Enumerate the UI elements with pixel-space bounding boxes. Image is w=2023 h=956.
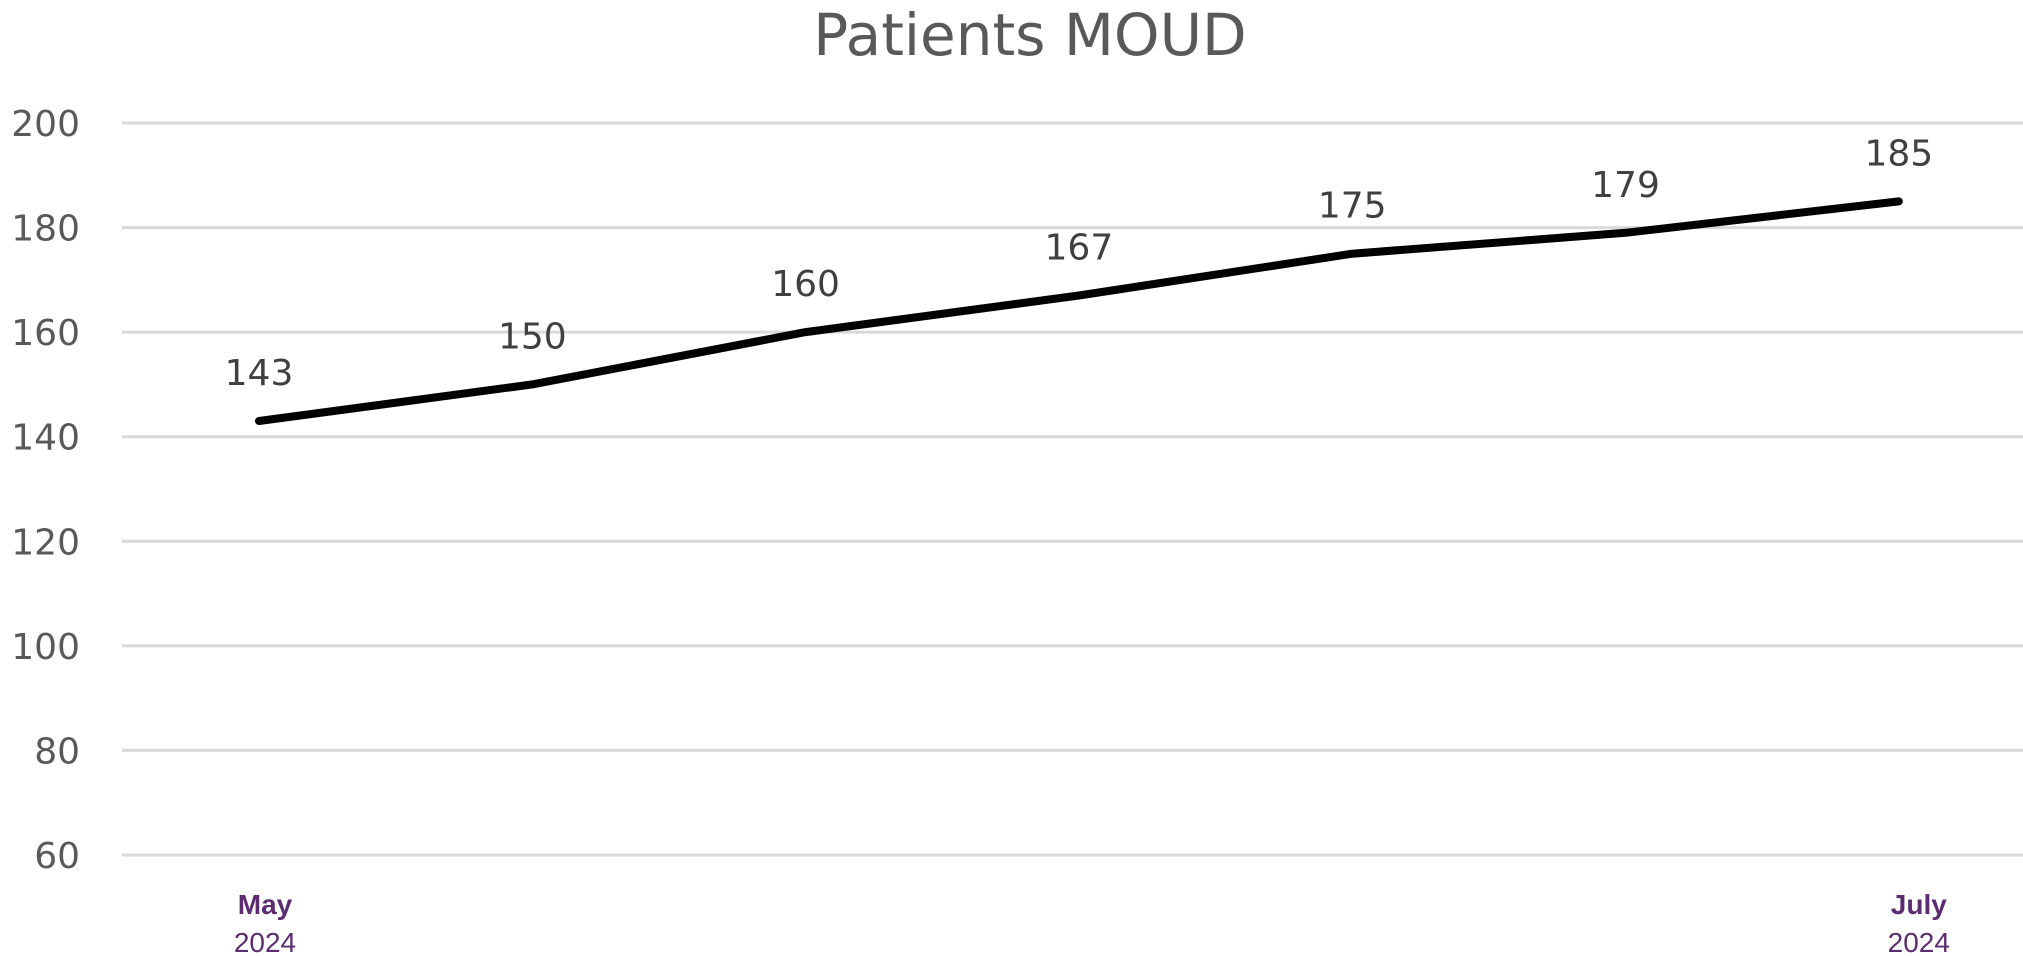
y-tick-label: 60: [34, 836, 80, 877]
data-label: 160: [771, 264, 840, 305]
y-tick-label: 160: [11, 313, 80, 354]
x-tick-label: May 2024: [234, 889, 296, 956]
data-label: 143: [225, 353, 294, 394]
x-tick-label: July 2024: [1888, 889, 1950, 956]
gridlines: [122, 121, 2023, 857]
y-tick-label: 200: [11, 104, 80, 145]
chart-title: Patients MOUD: [813, 1, 1246, 69]
y-tick-label: 80: [34, 731, 80, 772]
data-label: 150: [498, 316, 567, 357]
y-tick-label: 140: [11, 418, 80, 459]
x-tick-label-month: July: [1891, 889, 1947, 920]
data-label: 175: [1318, 186, 1387, 227]
x-axis: May 2024 July 2024: [234, 889, 1950, 956]
x-tick-label-month: May: [238, 889, 293, 920]
x-tick-label-year: 2024: [1888, 927, 1950, 956]
y-axis: 60 80 100 120 140 160 180 200: [11, 104, 80, 877]
data-labels: 143 150 160 167 175 179 185: [225, 133, 1934, 394]
y-tick-label: 180: [11, 209, 80, 250]
data-label: 167: [1045, 228, 1114, 269]
y-tick-label: 100: [11, 627, 80, 668]
data-label: 179: [1591, 165, 1660, 206]
series-line: [255, 197, 1903, 425]
data-label: 185: [1864, 133, 1933, 174]
x-tick-label-year: 2024: [234, 927, 296, 956]
series-layer: [255, 197, 1903, 425]
y-tick-label: 120: [11, 522, 80, 563]
